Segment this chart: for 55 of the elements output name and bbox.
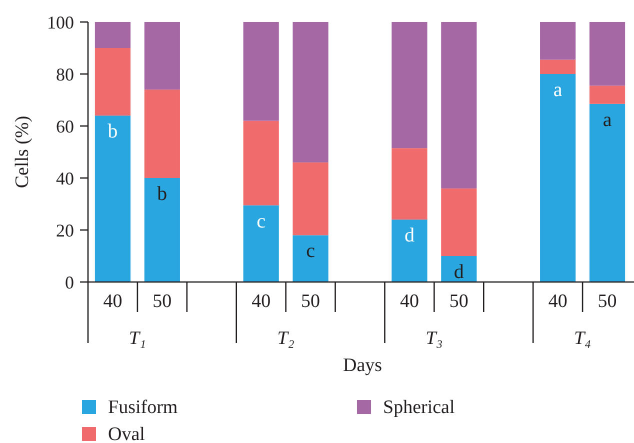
x-tick-label: 40	[103, 291, 122, 312]
bar	[292, 22, 328, 162]
text: T₂	[277, 328, 295, 349]
data-label: d	[404, 224, 414, 247]
bar	[243, 22, 279, 121]
bar	[94, 22, 131, 48]
text: T₃	[426, 328, 443, 349]
bar	[292, 235, 328, 282]
bar	[441, 188, 477, 256]
x-tick-label: 50	[152, 291, 172, 312]
x-tick-label: 40	[400, 291, 419, 312]
legend-label: Oval	[108, 424, 145, 443]
legend-label: Spherical	[383, 397, 455, 418]
bar	[540, 22, 576, 60]
data-label: c	[306, 240, 316, 262]
bar	[441, 22, 477, 188]
y-axis-title: Cells (%)	[12, 116, 33, 188]
y-tick-label: 0	[65, 272, 74, 292]
bar	[144, 178, 180, 282]
y-tick-label: 60	[56, 116, 74, 136]
bar	[243, 205, 279, 282]
text: T₄	[574, 328, 592, 349]
bar	[589, 104, 626, 282]
data-label: b	[108, 120, 118, 143]
legend-label: Fusiform	[108, 397, 178, 418]
data-label: d	[454, 261, 464, 283]
bar	[392, 22, 428, 148]
x-tick-label: 50	[598, 291, 617, 312]
y-tick-label: 40	[56, 168, 74, 188]
x-tick-label: 40	[548, 291, 568, 312]
y-tick-label: 100	[47, 12, 74, 32]
x-tick-label: 40	[252, 291, 271, 312]
y-tick-label: 20	[56, 220, 74, 240]
data-label: c	[256, 210, 266, 232]
x-tick-label: 50	[301, 291, 320, 312]
bar	[144, 90, 180, 178]
bar	[144, 22, 180, 90]
bar	[540, 60, 576, 74]
x-tick-label: 50	[449, 291, 468, 312]
bar	[392, 220, 428, 282]
bar	[589, 86, 626, 104]
data-label: a	[602, 108, 612, 131]
bar	[589, 22, 626, 86]
bar	[243, 120, 279, 206]
bar	[94, 116, 131, 282]
bar	[292, 162, 328, 236]
bar	[441, 256, 477, 282]
x-axis-title: Days	[342, 355, 382, 376]
data-label: b	[157, 183, 168, 205]
data-label: a	[553, 79, 562, 101]
bar	[94, 48, 131, 116]
bar	[392, 148, 428, 220]
y-tick-label: 80	[56, 64, 74, 84]
bar	[540, 74, 576, 282]
text: T₁	[128, 328, 146, 349]
